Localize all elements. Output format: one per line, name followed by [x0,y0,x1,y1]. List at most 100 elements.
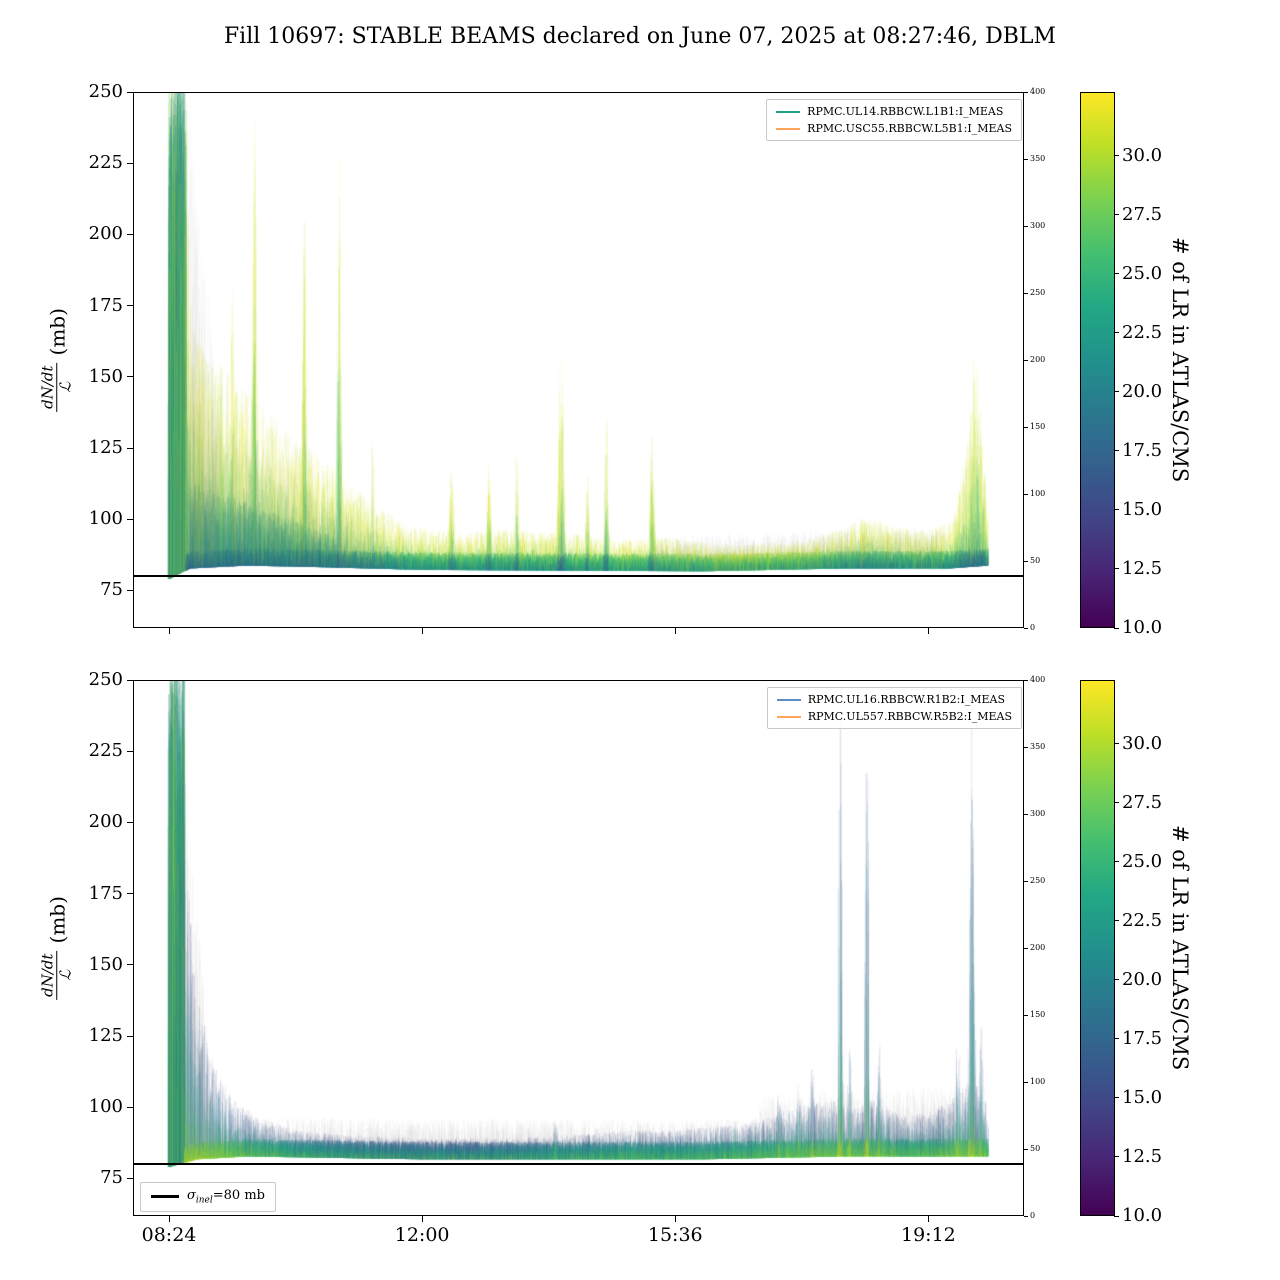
x-tick-mark [168,1216,170,1222]
right-tick-label: 200 [1030,355,1046,364]
colorbar-tick-mark [1114,155,1119,157]
y-tick-mark [127,91,133,93]
y-tick-label: 225 [88,152,123,174]
sigma-inel-legend: σinel=80 mb [140,1182,276,1212]
right-tick-label: 400 [1030,87,1046,96]
legend-line [776,127,801,130]
colorbar-tick-label: 25.0 [1122,850,1163,872]
hline-80mb-bottom [133,1163,1024,1165]
colorbar-tick-label: 10.0 [1122,1205,1163,1226]
x-tick-mark [927,628,929,634]
y-tick-label: 250 [88,669,123,690]
right-tick-mark [1024,1215,1028,1217]
colorbar-tick-mark [1114,1097,1119,1099]
right-tick-mark [1024,746,1028,748]
colorbar-tick-mark [1114,1156,1119,1158]
bottom-density-plot [133,680,1024,1216]
x-tick-mark [927,1216,929,1222]
sigma-legend-label: σinel=80 mb [187,1188,265,1206]
y-tick-label: 175 [88,882,123,904]
y-tick-mark [127,893,133,895]
right-tick-mark [1024,292,1028,294]
colorbar-label-bottom: # of LR in ATLAS/CMS [1168,825,1192,1071]
y-tick-mark [127,162,133,164]
y-tick-mark [127,518,133,520]
y-tick-label: 250 [88,81,123,102]
y-tick-mark [127,589,133,591]
right-tick-mark [1024,426,1028,428]
colorbar-tick-mark [1114,861,1119,863]
colorbar-tick-label: 17.5 [1122,1027,1163,1049]
y-tick-mark [127,1177,133,1179]
right-tick-mark [1024,158,1028,160]
y-tick-mark [127,679,133,681]
x-tick-mark [674,1216,676,1222]
y-tick-label: 75 [100,1167,123,1189]
y-tick-label: 175 [88,294,123,316]
legend-label: RPMC.UL16.RBBCW.R1B2:I_MEAS [807,693,1006,706]
ylabel-fraction: dN/dt ℒ [38,950,75,1000]
right-tick-mark [1024,1014,1028,1016]
colorbar-bottom [1080,680,1115,1216]
colorbar-tick-label: 27.5 [1122,203,1163,225]
right-tick-label: 300 [1030,221,1046,230]
y-tick-mark [127,305,133,307]
right-tick-label: 150 [1030,1010,1046,1019]
y-tick-mark [127,376,133,378]
top-density-plot [133,92,1024,628]
y-tick-label: 150 [88,365,123,387]
colorbar-tick-label: 20.0 [1122,380,1163,402]
x-tick-label: 12:00 [394,1224,450,1246]
legend-label: RPMC.USC55.RBBCW.L5B1:I_MEAS [807,122,1012,135]
right-tick-mark [1024,493,1028,495]
colorbar-tick-mark [1114,568,1119,570]
right-tick-label: 50 [1030,1144,1041,1153]
colorbar-tick-mark [1114,1038,1119,1040]
sigma-legend-line [151,1195,179,1199]
colorbar-tick-label: 30.0 [1122,732,1163,754]
right-tick-label: 100 [1030,489,1046,498]
right-tick-label: 300 [1030,809,1046,818]
legend-entry: RPMC.UL14.RBBCW.L1B1:I_MEAS [776,105,1012,118]
legend-entry: RPMC.UL557.RBBCW.R5B2:I_MEAS [776,710,1012,723]
right-tick-label: 100 [1030,1077,1046,1086]
x-tick-label: 19:12 [900,1224,956,1246]
colorbar-tick-mark [1114,743,1119,745]
colorbar-tick-label: 12.5 [1122,1145,1163,1167]
y-tick-mark [127,750,133,752]
colorbar-tick-label: 20.0 [1122,968,1163,990]
legend-line [776,715,801,718]
colorbar-tick-mark [1114,802,1119,804]
y-tick-label: 200 [88,811,123,833]
right-tick-label: 250 [1030,876,1046,885]
right-tick-label: 350 [1030,154,1046,163]
right-tick-mark [1024,1081,1028,1083]
colorbar-tick-mark [1114,214,1119,216]
legend-entry: RPMC.USC55.RBBCW.L5B1:I_MEAS [776,122,1012,135]
right-tick-mark [1024,813,1028,815]
colorbar-tick-label: 15.0 [1122,498,1163,520]
y-tick-mark [127,1035,133,1037]
y-tick-label: 100 [88,1096,123,1118]
x-tick-label: 15:36 [647,1224,703,1246]
colorbar-tick-mark [1114,509,1119,511]
right-tick-mark [1024,560,1028,562]
legend-bottom-panel: RPMC.UL16.RBBCW.R1B2:I_MEAS RPMC.UL557.R… [766,687,1022,729]
ylabel-unit: (mb) [45,308,69,356]
y-tick-mark [127,447,133,449]
colorbar-tick-label: 27.5 [1122,791,1163,813]
y-tick-label: 225 [88,740,123,762]
right-tick-mark [1024,627,1028,629]
y-tick-mark [127,233,133,235]
right-tick-label: 0 [1030,623,1036,632]
legend-top-panel: RPMC.UL14.RBBCW.L1B1:I_MEAS RPMC.USC55.R… [766,99,1022,141]
right-tick-mark [1024,880,1028,882]
colorbar-tick-mark [1114,332,1119,334]
y-tick-label: 75 [100,579,123,601]
ylabel-fraction: dN/dt ℒ [38,362,75,412]
right-tick-mark [1024,947,1028,949]
colorbar-tick-mark [1114,273,1119,275]
colorbar-tick-label: 22.5 [1122,909,1163,931]
x-tick-label: 08:24 [141,1224,197,1246]
